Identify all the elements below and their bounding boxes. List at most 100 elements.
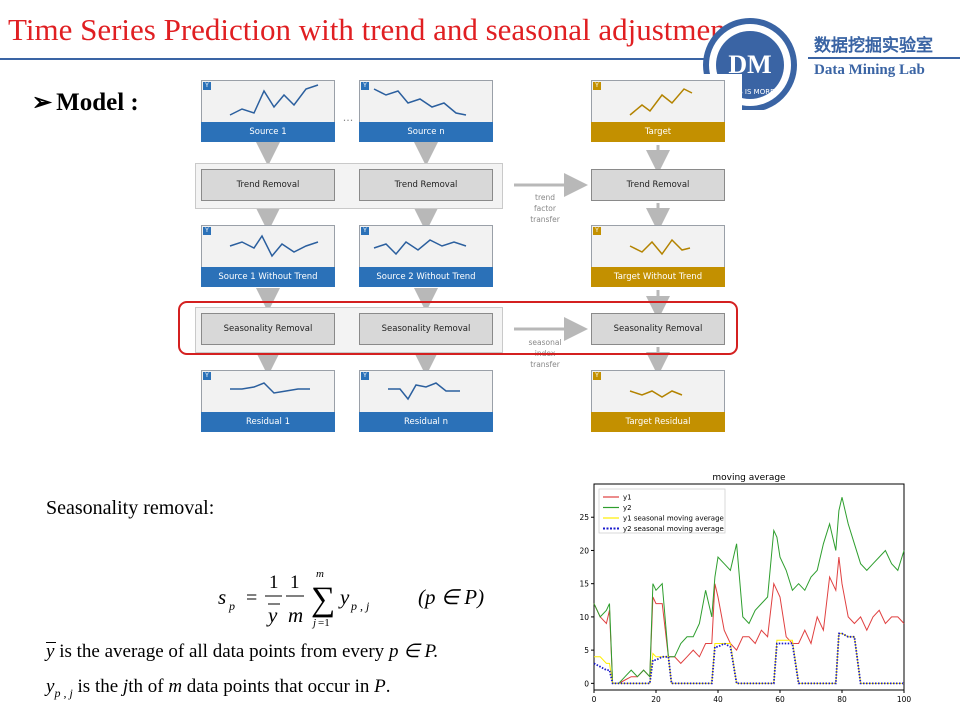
x-tick-label: 20: [651, 695, 661, 704]
formula-lhs-sub: p: [228, 599, 235, 613]
source-2-without-trend-card: Y Source 2 Without Trend: [359, 225, 493, 287]
residual-1-card: Y Residual 1: [201, 370, 335, 432]
sparkline: [229, 84, 319, 116]
sparkline: [373, 239, 467, 256]
seasonality-removal-step: Seasonality Removal: [359, 313, 493, 345]
x-tick-label: 0: [592, 695, 597, 704]
svg-text:=1: =1: [318, 617, 330, 629]
svg-text:1: 1: [290, 572, 300, 593]
ellipsis: ...: [342, 111, 354, 124]
sparkline: [373, 88, 467, 116]
formula-condition: (p ∈ P): [418, 585, 484, 609]
note-average-tail: p ∈ P.: [388, 641, 439, 662]
x-tick-label: 100: [897, 695, 912, 704]
model-heading: ➢ Model :: [32, 88, 139, 117]
legend-label: y1: [623, 494, 632, 502]
seasonality-removal-step: Seasonality Removal: [201, 313, 335, 345]
seasonality-title: Seasonality removal:: [46, 497, 215, 519]
lab-name-cn: 数据挖掘实验室: [814, 36, 933, 56]
y-badge: Y: [361, 227, 369, 235]
target-without-trend-card: Y Target Without Trend: [591, 225, 725, 287]
x-tick-label: 60: [775, 695, 785, 704]
card-label: Residual n: [359, 412, 493, 432]
svg-text:y: y: [266, 603, 278, 627]
note-ypj-text-b: th of: [128, 676, 169, 697]
svg-text:∑: ∑: [311, 581, 335, 618]
svg-text:m: m: [288, 603, 303, 627]
y-symbol: y: [46, 676, 55, 697]
x-tick-label: 80: [837, 695, 847, 704]
y-tick-label: 5: [584, 646, 589, 655]
source-1-card: Y Source 1: [201, 80, 335, 142]
trend-transfer-label: trend factor transfer: [530, 193, 560, 224]
note-average-text: is the average of all data points from e…: [54, 641, 389, 662]
y-tick-label: 15: [579, 580, 589, 589]
card-label: Residual 1: [201, 412, 335, 432]
moving-average-chart: moving average 0 20 40 60 80 100 0 5 10 15 20 25 y1 y2…: [579, 473, 912, 704]
card-label: Source 2 Without Trend: [359, 267, 493, 287]
bullet-arrow-icon: ➢: [32, 90, 53, 116]
y-badge: Y: [593, 372, 601, 380]
svg-text:j: j: [311, 617, 316, 629]
y-badge: Y: [203, 82, 211, 90]
svg-text:p , j: p , j: [350, 599, 370, 613]
note-ypj-m: m: [168, 676, 183, 697]
legend-box: [598, 488, 726, 534]
note-ypj-text-c: data points that occur in: [182, 676, 375, 697]
lab-name-en: Data Mining Lab: [814, 62, 925, 78]
card-label: Target: [591, 122, 725, 142]
sparkline: [629, 238, 691, 256]
note-average: y is the average of all data points from…: [46, 640, 438, 663]
ybar-symbol: y: [46, 641, 56, 662]
sparkline: [230, 382, 310, 394]
legend-label: y2 seasonal moving average: [623, 525, 724, 533]
note-ypj-P: P: [374, 676, 386, 697]
y-badge: Y: [593, 227, 601, 235]
seasonality-removal-step: Seasonality Removal: [591, 313, 725, 345]
series-line-4: [593, 632, 904, 685]
svg-text:1: 1: [269, 572, 279, 593]
model-diagram: Y Source 1 ... Y Source n Y Target Trend…: [192, 74, 742, 440]
card-label: Source 1 Without Trend: [201, 267, 335, 287]
formula-lhs: s: [218, 585, 226, 609]
diagram-arrows: [256, 142, 670, 376]
card-label: Source 1: [201, 122, 335, 142]
svg-text:y: y: [338, 585, 350, 609]
y-badge: Y: [203, 372, 211, 380]
target-residual-card: Y Target Residual: [591, 370, 725, 432]
source-1-without-trend-card: Y Source 1 Without Trend: [201, 225, 335, 287]
x-tick-label: 40: [713, 695, 723, 704]
y-badge: Y: [593, 82, 601, 90]
y-badge: Y: [203, 227, 211, 235]
card-label: Source n: [359, 122, 493, 142]
target-card: Y Target: [591, 80, 725, 142]
model-heading-text: Model :: [56, 89, 139, 116]
y-badge: Y: [361, 372, 369, 380]
y-tick-label: 0: [584, 679, 589, 688]
title-divider: [0, 58, 706, 60]
trend-removal-step: Trend Removal: [359, 169, 493, 201]
seasonality-formula: s p = 1 y 1 m m ∑ j =1 y p , j (p ∈ P): [218, 568, 484, 629]
trend-removal-step: Trend Removal: [591, 169, 725, 201]
svg-text:=: =: [246, 587, 257, 609]
sparkline: [388, 382, 460, 401]
note-ypj-end: .: [385, 676, 391, 697]
legend-label: y1 seasonal moving average: [623, 515, 724, 523]
sparkline: [229, 234, 319, 258]
sparkline: [629, 390, 683, 398]
logo-divider: [808, 57, 960, 59]
y-badge: Y: [361, 82, 369, 90]
residual-n-card: Y Residual n: [359, 370, 493, 432]
y-subscript: p , j: [54, 685, 73, 700]
y-tick-label: 25: [579, 513, 589, 522]
note-ypj-j: j: [122, 676, 129, 697]
source-n-card: Y Source n: [359, 80, 493, 142]
legend-label: y2: [623, 504, 632, 512]
series-line-2: [593, 497, 905, 684]
slide-title: Time Series Prediction with trend and se…: [8, 12, 735, 47]
note-ypj: yp , j is the jth of m data points that …: [46, 676, 390, 701]
logo-ring-text: LESS IS MORE: [725, 88, 774, 96]
card-label: Target Residual: [591, 412, 725, 432]
svg-text:m: m: [316, 568, 324, 580]
sparkline: [629, 88, 693, 116]
